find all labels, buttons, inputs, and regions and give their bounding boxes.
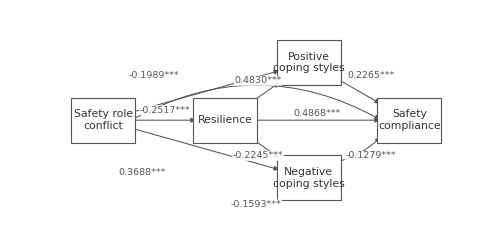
FancyArrowPatch shape <box>132 118 194 122</box>
Text: Resilience: Resilience <box>198 115 252 125</box>
Text: Safety role
conflict: Safety role conflict <box>74 109 133 131</box>
Text: Positive
coping styles: Positive coping styles <box>272 52 344 73</box>
FancyArrowPatch shape <box>254 83 278 100</box>
Text: Negative
coping styles: Negative coping styles <box>272 167 344 189</box>
FancyBboxPatch shape <box>378 98 442 143</box>
FancyArrowPatch shape <box>254 140 278 157</box>
Text: -0.1989***: -0.1989*** <box>128 71 179 80</box>
FancyBboxPatch shape <box>276 155 340 200</box>
Text: Safety
compliance: Safety compliance <box>378 109 440 131</box>
Text: 0.2265***: 0.2265*** <box>347 71 394 80</box>
FancyArrowPatch shape <box>132 129 278 170</box>
Text: -0.1593***: -0.1593*** <box>231 200 281 209</box>
Text: -0.2245***: -0.2245*** <box>233 151 283 160</box>
FancyBboxPatch shape <box>71 98 135 143</box>
Text: -0.2517***: -0.2517*** <box>139 106 190 115</box>
FancyBboxPatch shape <box>194 98 257 143</box>
FancyArrowPatch shape <box>338 79 379 103</box>
FancyArrowPatch shape <box>132 85 379 119</box>
Text: 0.4830***: 0.4830*** <box>234 76 282 85</box>
FancyArrowPatch shape <box>338 138 380 162</box>
Text: -0.1279***: -0.1279*** <box>345 151 396 160</box>
Text: 0.3688***: 0.3688*** <box>118 168 166 177</box>
FancyBboxPatch shape <box>276 40 340 85</box>
Text: 0.4868***: 0.4868*** <box>294 109 341 118</box>
FancyArrowPatch shape <box>254 118 378 122</box>
FancyArrowPatch shape <box>132 70 278 112</box>
